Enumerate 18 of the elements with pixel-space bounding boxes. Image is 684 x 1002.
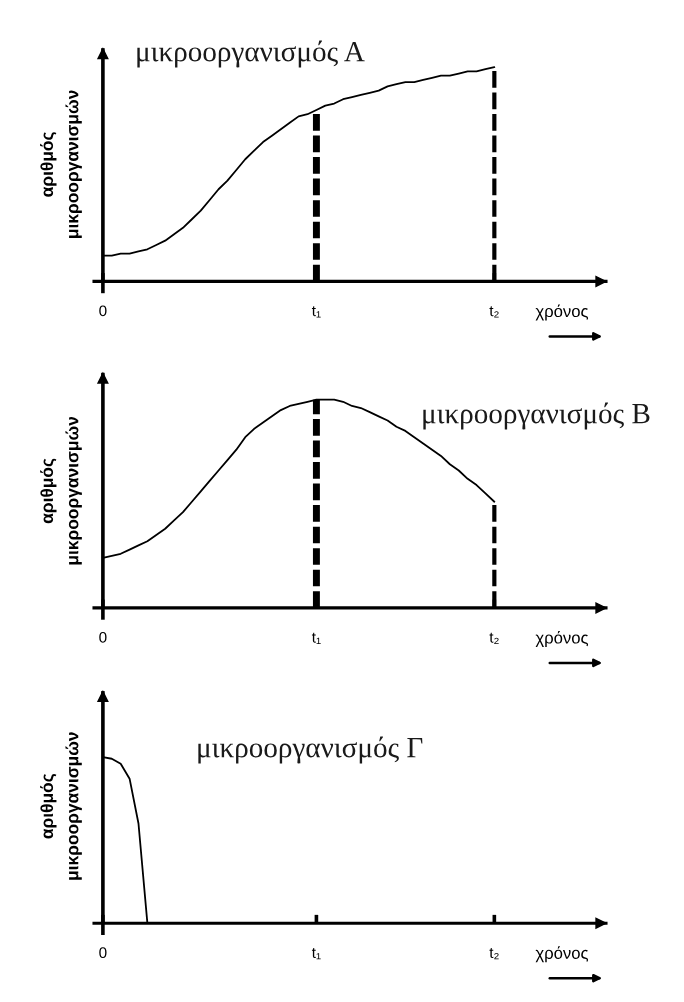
x-tick-label: t₂	[489, 632, 499, 644]
x-tick-label: t₂	[489, 948, 499, 960]
x-tick-label: 0	[99, 947, 107, 959]
x-axis-title: χρόνος	[535, 946, 589, 963]
chart-title: μικροοργανισμός Β	[423, 402, 650, 430]
y-axis-title: αριθμός μικροοργανισμών	[40, 90, 82, 238]
x-tick-label: 0	[99, 631, 107, 643]
chart-title: μικροοργανισμός Α	[137, 40, 365, 68]
x-axis-title: χρόνος	[535, 304, 589, 321]
y-axis-title: αριθμός μικροοργανισμών	[40, 732, 82, 880]
x-tick-label: t₂	[489, 306, 499, 318]
x-axis-title: χρόνος	[535, 630, 589, 647]
x-tick-label: t₁	[311, 306, 321, 318]
chart-title: μικροοργανισμός Γ	[198, 736, 423, 764]
y-axis-title: αριθμός μικροοργανισμών	[40, 416, 82, 565]
x-tick-label: t₁	[311, 948, 321, 960]
x-tick-label: t₁	[311, 632, 321, 644]
x-tick-label: 0	[99, 305, 107, 317]
